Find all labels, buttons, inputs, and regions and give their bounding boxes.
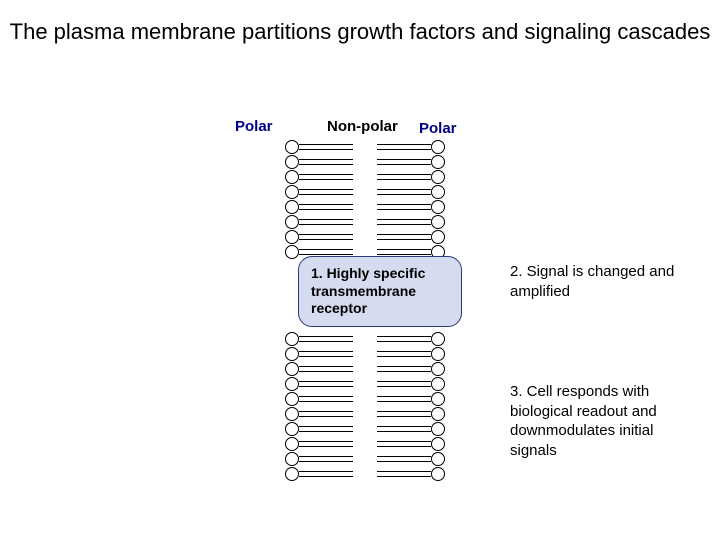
lipid-row: [285, 437, 445, 451]
membrane-top: [285, 140, 445, 260]
lipid-row: [285, 140, 445, 154]
annotation-cell-responds: 3. Cell responds with biological readout…: [510, 382, 700, 460]
lipid-row: [285, 230, 445, 244]
lipid-row: [285, 377, 445, 391]
receptor-box: 1. Highly specific transmembrane recepto…: [298, 256, 462, 327]
lipid-row: [285, 332, 445, 346]
lipid-row: [285, 467, 445, 481]
lipid-row: [285, 185, 445, 199]
lipid-row: [285, 200, 445, 214]
label-nonpolar: Non-polar: [327, 118, 398, 135]
lipid-row: [285, 155, 445, 169]
membrane-bottom: [285, 332, 445, 482]
lipid-row: [285, 392, 445, 406]
lipid-row: [285, 215, 445, 229]
lipid-row: [285, 452, 445, 466]
lipid-row: [285, 170, 445, 184]
lipid-row: [285, 362, 445, 376]
label-polar-left: Polar: [235, 118, 273, 135]
label-polar-right: Polar: [419, 120, 457, 137]
lipid-row: [285, 407, 445, 421]
diagram-title: The plasma membrane partitions growth fa…: [0, 18, 720, 47]
lipid-row: [285, 422, 445, 436]
annotation-signal-changed: 2. Signal is changed and amplified: [510, 262, 680, 301]
lipid-row: [285, 347, 445, 361]
